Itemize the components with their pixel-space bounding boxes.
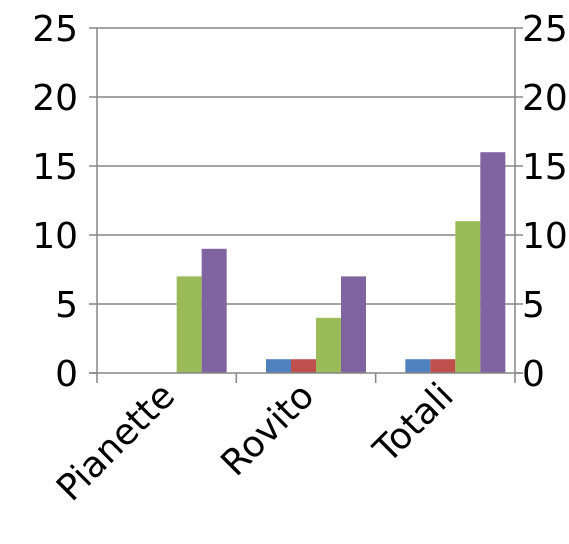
left-y-axis-tick-labels: 0 5 10 15 20 25	[32, 9, 78, 395]
bar-totali-series-2	[430, 359, 456, 373]
category-label-totali: Totali	[365, 375, 461, 471]
bar-totali-series-3	[455, 221, 481, 373]
axes	[89, 27, 523, 383]
category-labels: Pianette Rovito Totali	[49, 375, 462, 509]
left-tick-label: 5	[55, 285, 78, 326]
bar-rovito-series-1	[266, 359, 291, 373]
left-tick-label: 25	[32, 9, 78, 50]
bars	[176, 152, 506, 373]
bar-rovito-series-4	[341, 276, 366, 373]
left-tick-label: 15	[32, 147, 78, 188]
bar-pianette-series-3	[176, 276, 202, 373]
bar-totali-series-1	[405, 359, 431, 373]
right-tick-label: 20	[522, 78, 568, 119]
bar-rovito-series-3	[316, 317, 341, 373]
left-tick-label: 20	[32, 78, 78, 119]
gridlines	[97, 27, 515, 305]
bar-pianette-series-4	[201, 248, 227, 373]
category-label-rovito: Rovito	[214, 375, 323, 484]
right-tick-label: 10	[522, 216, 568, 257]
right-tick-label: 25	[522, 9, 568, 50]
bar-totali-series-4	[480, 152, 506, 373]
right-y-axis-tick-labels: 0 5 10 15 20 25	[522, 9, 568, 395]
right-tick-label: 5	[522, 285, 545, 326]
left-tick-label: 10	[32, 216, 78, 257]
category-label-pianette: Pianette	[49, 375, 183, 509]
bar-rovito-series-2	[291, 359, 316, 373]
right-tick-label: 15	[522, 147, 568, 188]
right-tick-label: 0	[522, 354, 545, 395]
left-tick-label: 0	[55, 354, 78, 395]
